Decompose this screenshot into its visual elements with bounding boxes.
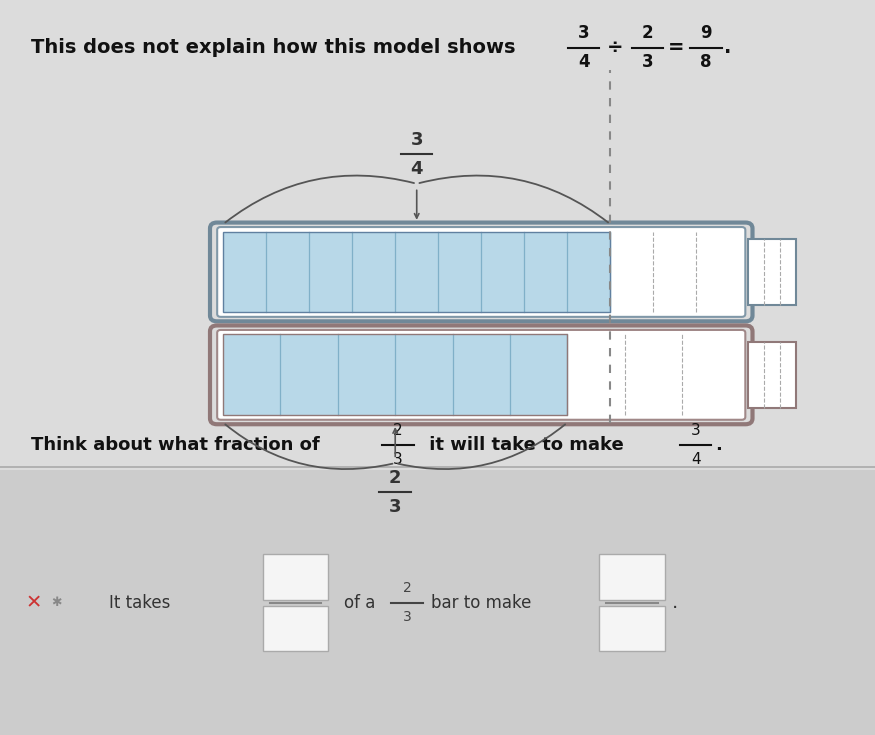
Bar (748, 342, 796, 408)
Text: 4: 4 (290, 620, 301, 637)
FancyBboxPatch shape (217, 330, 746, 420)
Text: 3: 3 (402, 610, 411, 624)
Text: 1: 1 (626, 568, 638, 586)
Text: of a: of a (344, 594, 375, 612)
Text: 3: 3 (690, 423, 701, 437)
Text: 3: 3 (389, 498, 402, 516)
Bar (223, 334, 567, 415)
Text: .: . (672, 593, 678, 612)
Text: 4: 4 (578, 54, 590, 71)
Bar (599, 606, 665, 651)
Text: 2: 2 (626, 620, 638, 637)
Bar (262, 606, 328, 651)
Bar (599, 554, 665, 600)
Text: ÷: ÷ (607, 38, 623, 57)
Text: 2: 2 (641, 24, 654, 42)
Text: 3: 3 (578, 24, 590, 42)
Bar (223, 334, 567, 415)
Text: ✕: ✕ (25, 593, 41, 612)
Text: 4: 4 (410, 160, 423, 178)
Text: Think about what fraction of: Think about what fraction of (31, 436, 325, 453)
Text: 2: 2 (389, 469, 402, 487)
Text: 3: 3 (410, 131, 423, 148)
Text: 3: 3 (290, 568, 301, 586)
Text: =: = (668, 38, 684, 57)
Text: bar to make: bar to make (431, 594, 532, 612)
Text: 2: 2 (402, 581, 411, 595)
Bar (748, 239, 796, 305)
Text: It takes: It takes (109, 594, 171, 612)
FancyBboxPatch shape (217, 227, 746, 317)
Text: 8: 8 (700, 54, 712, 71)
Text: 4: 4 (691, 452, 701, 467)
Text: This does not explain how this model shows: This does not explain how this model sho… (31, 38, 522, 57)
Text: .: . (724, 38, 731, 57)
Text: it will take to make: it will take to make (423, 436, 630, 453)
Text: 3: 3 (393, 452, 403, 467)
Bar (262, 554, 328, 600)
Bar (0, 0, 875, 467)
Text: 3: 3 (641, 54, 654, 71)
Text: 9: 9 (700, 24, 712, 42)
Text: 2: 2 (394, 423, 402, 437)
Text: ✱: ✱ (52, 596, 62, 609)
Bar (0, 470, 875, 735)
Bar (223, 232, 611, 312)
Text: .: . (715, 436, 722, 453)
Bar (223, 232, 611, 312)
